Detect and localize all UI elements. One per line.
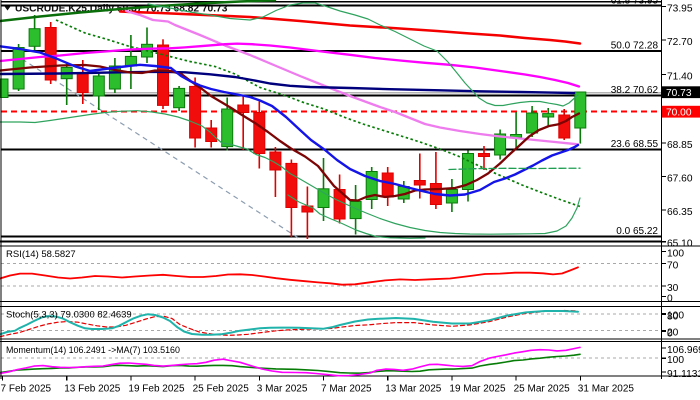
svg-text:91.1131: 91.1131: [667, 369, 700, 380]
svg-text:70: 70: [667, 261, 679, 272]
svg-text:0.0 65.22: 0.0 65.22: [616, 226, 658, 237]
svg-text:RSI(14) 58.5827: RSI(14) 58.5827: [6, 249, 76, 260]
svg-text:70.00: 70.00: [666, 108, 692, 119]
svg-text:19 Mar 2025: 19 Mar 2025: [449, 383, 506, 394]
svg-text:50.0 72.28: 50.0 72.28: [611, 41, 659, 52]
svg-text:20: 20: [667, 328, 679, 339]
svg-text:106.9698: 106.9698: [667, 345, 700, 356]
svg-text:100: 100: [667, 310, 684, 321]
svg-text:61.8 73.95: 61.8 73.95: [611, 0, 659, 7]
svg-text:13 Mar 2025: 13 Mar 2025: [385, 383, 442, 394]
svg-text:Momentum(14) 106.2491 ->MA(7): Momentum(14) 106.2491 ->MA(7) 103.5160: [6, 345, 180, 355]
svg-text:73.95: 73.95: [667, 4, 693, 15]
svg-text:71.40: 71.40: [667, 71, 693, 82]
svg-text:68.85: 68.85: [667, 140, 693, 151]
svg-text:67.60: 67.60: [667, 173, 693, 184]
svg-text:72.70: 72.70: [667, 37, 693, 48]
svg-text:25 Feb 2025: 25 Feb 2025: [193, 383, 250, 394]
svg-text:66.35: 66.35: [667, 207, 693, 218]
svg-text:3 Mar 2025: 3 Mar 2025: [257, 383, 308, 394]
svg-text:80: 80: [667, 311, 679, 322]
svg-text:7 Feb 2025: 7 Feb 2025: [1, 383, 52, 394]
svg-text:13 Feb 2025: 13 Feb 2025: [64, 383, 121, 394]
svg-text:100: 100: [667, 355, 684, 366]
svg-text:Stoch(5,3,3) 79.0300 82.4639: Stoch(5,3,3) 79.0300 82.4639: [6, 310, 132, 321]
svg-text:70.73: 70.73: [666, 88, 692, 99]
svg-text:0: 0: [667, 294, 673, 305]
svg-text:19 Feb 2025: 19 Feb 2025: [128, 383, 185, 394]
svg-text:30: 30: [667, 283, 679, 294]
svg-text:38.2 70.62: 38.2 70.62: [611, 85, 659, 96]
svg-text:23.6 68.55: 23.6 68.55: [611, 139, 659, 150]
svg-text:31 Mar 2025: 31 Mar 2025: [578, 383, 635, 394]
svg-text:25 Mar 2025: 25 Mar 2025: [514, 383, 571, 394]
svg-text:0: 0: [667, 329, 673, 340]
svg-text:100: 100: [667, 249, 684, 260]
svg-text:7 Mar 2025: 7 Mar 2025: [321, 383, 372, 394]
svg-text:65.10: 65.10: [667, 239, 693, 250]
